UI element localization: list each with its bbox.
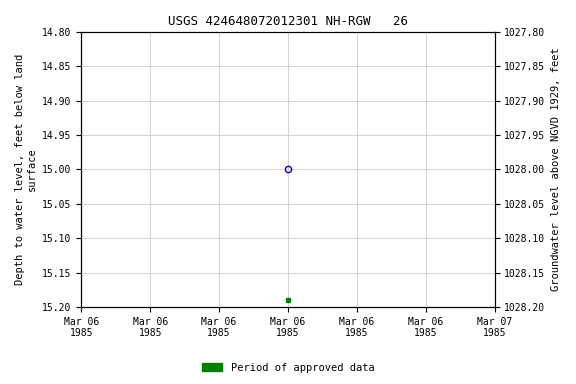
Legend: Period of approved data: Period of approved data xyxy=(198,359,378,377)
Y-axis label: Groundwater level above NGVD 1929, feet: Groundwater level above NGVD 1929, feet xyxy=(551,48,561,291)
Y-axis label: Depth to water level, feet below land
surface: Depth to water level, feet below land su… xyxy=(15,54,37,285)
Title: USGS 424648072012301 NH-RGW   26: USGS 424648072012301 NH-RGW 26 xyxy=(168,15,408,28)
